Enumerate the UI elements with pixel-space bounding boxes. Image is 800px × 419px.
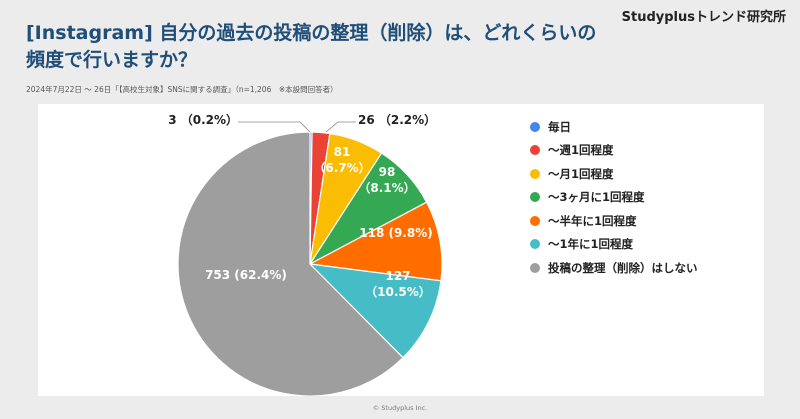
legend-item-2: 〜月1回程度 bbox=[530, 162, 770, 186]
data-label-6: 753 (62.4%) bbox=[205, 268, 287, 282]
legend-label: 〜3ヶ月に1回程度 bbox=[548, 190, 645, 205]
legend-item-0: 毎日 bbox=[530, 115, 770, 139]
data-label-4: 118 (9.8%) bbox=[359, 226, 432, 240]
legend-dot-icon bbox=[530, 239, 540, 250]
legend-dot-icon bbox=[530, 215, 540, 226]
chart-legend: 毎日〜週1回程度 〜月1回程度〜3ヶ月に1回程度 〜半年に1回程度 〜1年に1回程度投… bbox=[530, 115, 770, 280]
legend-label: 〜半年に1回程度 bbox=[548, 213, 637, 228]
legend-item-4: 〜半年に1回程度 bbox=[530, 209, 770, 233]
pie-chart: 3 （0.2%） 26 （2.2%） 81 （6.7%） 98 （8.1%） 118 (9.… bbox=[168, 112, 443, 396]
legend-label: 〜月1回程度 bbox=[548, 166, 614, 181]
data-label-3: 98 （8.1%） bbox=[358, 165, 415, 195]
chart-title: [Instagram] 自分の過去の投稿の整理（削除）は、どれくらいの 頻度で行… bbox=[26, 20, 646, 74]
legend-item-5: 〜1年に1回程度 bbox=[530, 233, 770, 257]
leader-line-1 bbox=[325, 121, 356, 133]
data-label-1: 26 （2.2%） bbox=[358, 112, 436, 127]
legend-dot-icon bbox=[530, 121, 540, 132]
legend-item-3: 〜3ヶ月に1回程度 bbox=[530, 186, 770, 210]
chart-card: 3 （0.2%） 26 （2.2%） 81 （6.7%） 98 （8.1%） 118 (9.… bbox=[38, 104, 764, 396]
pie-slice-5 bbox=[308, 263, 442, 359]
legend-dot-icon bbox=[530, 145, 540, 156]
data-label-0: 3 （0.2%） bbox=[168, 112, 238, 127]
brand-logo: Studyplusトレンド研究所 bbox=[621, 10, 786, 25]
data-label-2: 81 （6.7%） bbox=[313, 145, 370, 175]
leader-line-0 bbox=[238, 121, 311, 133]
chart-subtitle: 2024年7月22日 〜 26日「【高校生対象】SNSに関する調査」（n=1,2… bbox=[26, 85, 338, 94]
legend-label: 〜1年に1回程度 bbox=[548, 237, 634, 252]
legend-item-6: 投稿の整理（削除）はしない bbox=[530, 256, 770, 280]
pie-slice-4 bbox=[308, 201, 443, 282]
legend-dot-icon bbox=[530, 192, 540, 203]
legend-label: 投稿の整理（削除）はしない bbox=[548, 260, 698, 275]
legend-dot-icon bbox=[530, 262, 540, 273]
data-label-5: 127 （10.5%） bbox=[365, 269, 431, 299]
chart-title-line-1: [Instagram] 自分の過去の投稿の整理（削除）は、どれくらいの bbox=[26, 22, 597, 44]
legend-label: 〜週1回程度 bbox=[548, 143, 614, 158]
pie-slice-6 bbox=[177, 131, 404, 396]
legend-label: 毎日 bbox=[548, 119, 571, 134]
legend-dot-icon bbox=[530, 168, 540, 179]
copyright: © Studyplus Inc. bbox=[372, 404, 428, 412]
chart-title-line-2: 頻度で行いますか？ bbox=[26, 49, 198, 71]
legend-item-1: 〜週1回程度 bbox=[530, 139, 770, 163]
